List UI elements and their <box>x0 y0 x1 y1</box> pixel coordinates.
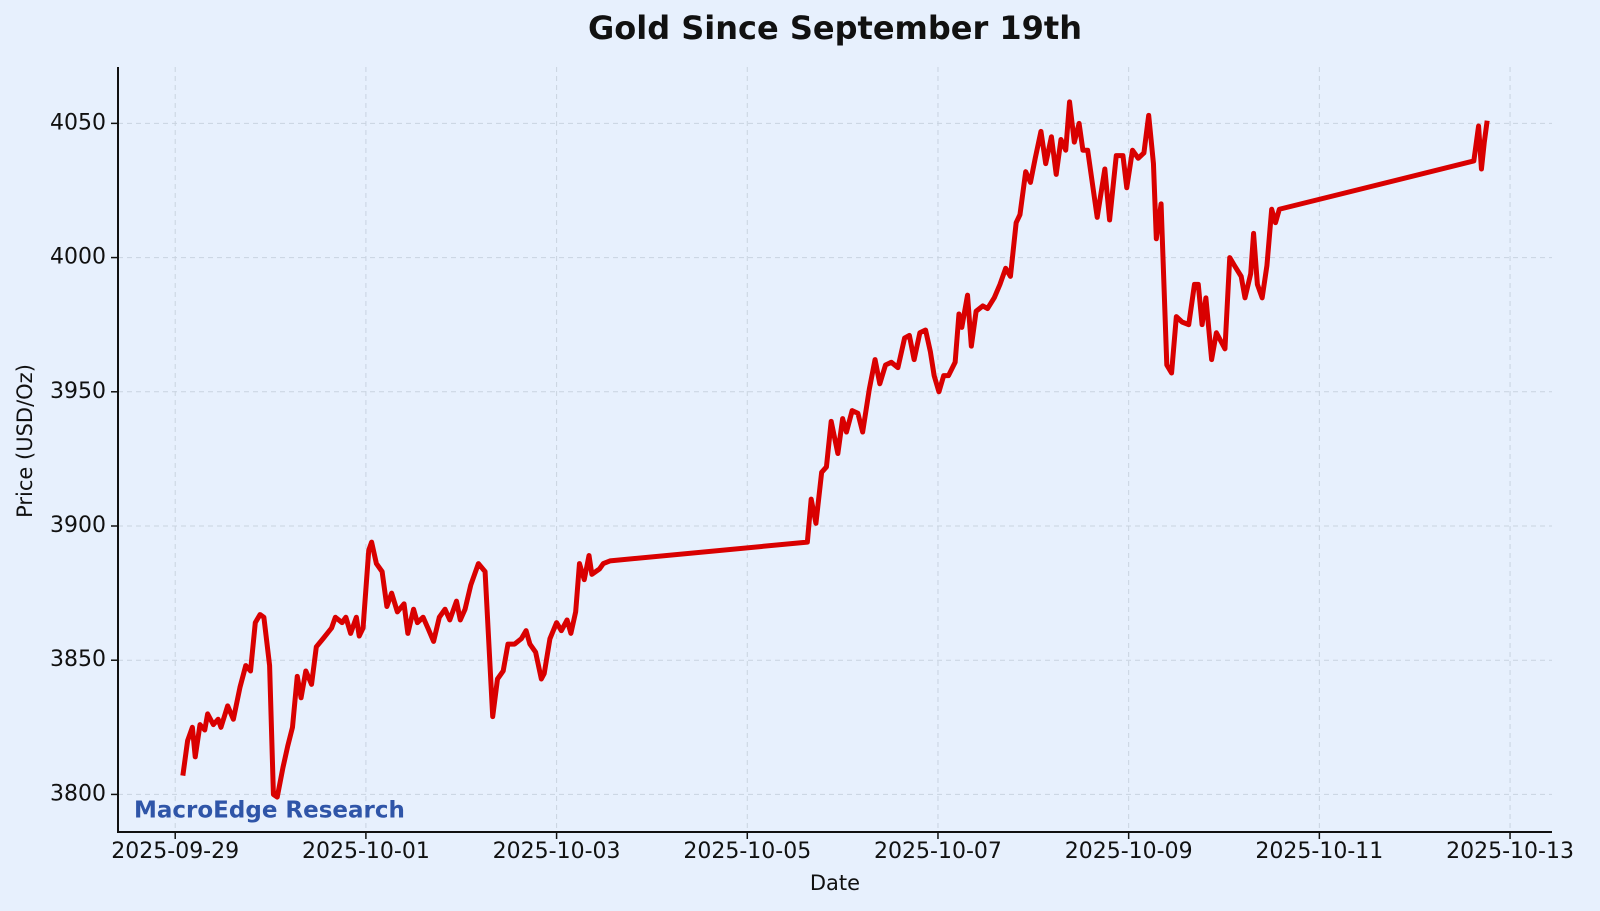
y-tick-label: 4050 <box>50 110 106 135</box>
x-tick-label: 2025-10-01 <box>302 839 430 864</box>
x-tick-label: 2025-10-11 <box>1255 839 1383 864</box>
watermark: MacroEdge Research <box>134 798 405 824</box>
x-tick-label: 2025-10-09 <box>1065 839 1193 864</box>
x-tick-label: 2025-10-07 <box>874 839 1002 864</box>
y-axis-label: Price (USD/Oz) <box>13 364 37 518</box>
y-tick-label: 3950 <box>50 379 106 404</box>
y-tick-label: 3800 <box>50 781 106 806</box>
price-line <box>180 99 1490 800</box>
grid <box>118 67 1552 832</box>
x-tick-label: 2025-09-29 <box>111 839 239 864</box>
x-tick-label: 2025-10-13 <box>1446 839 1574 864</box>
x-tick-label: 2025-10-03 <box>493 839 621 864</box>
x-axis-label: Date <box>810 871 860 895</box>
plot <box>180 99 1490 800</box>
y-tick-label: 4000 <box>50 245 106 270</box>
y-tick-label: 3900 <box>50 513 106 538</box>
chart-title: Gold Since September 19th <box>588 9 1082 47</box>
x-tick-label: 2025-10-05 <box>683 839 811 864</box>
y-tick-label: 3850 <box>50 647 106 672</box>
